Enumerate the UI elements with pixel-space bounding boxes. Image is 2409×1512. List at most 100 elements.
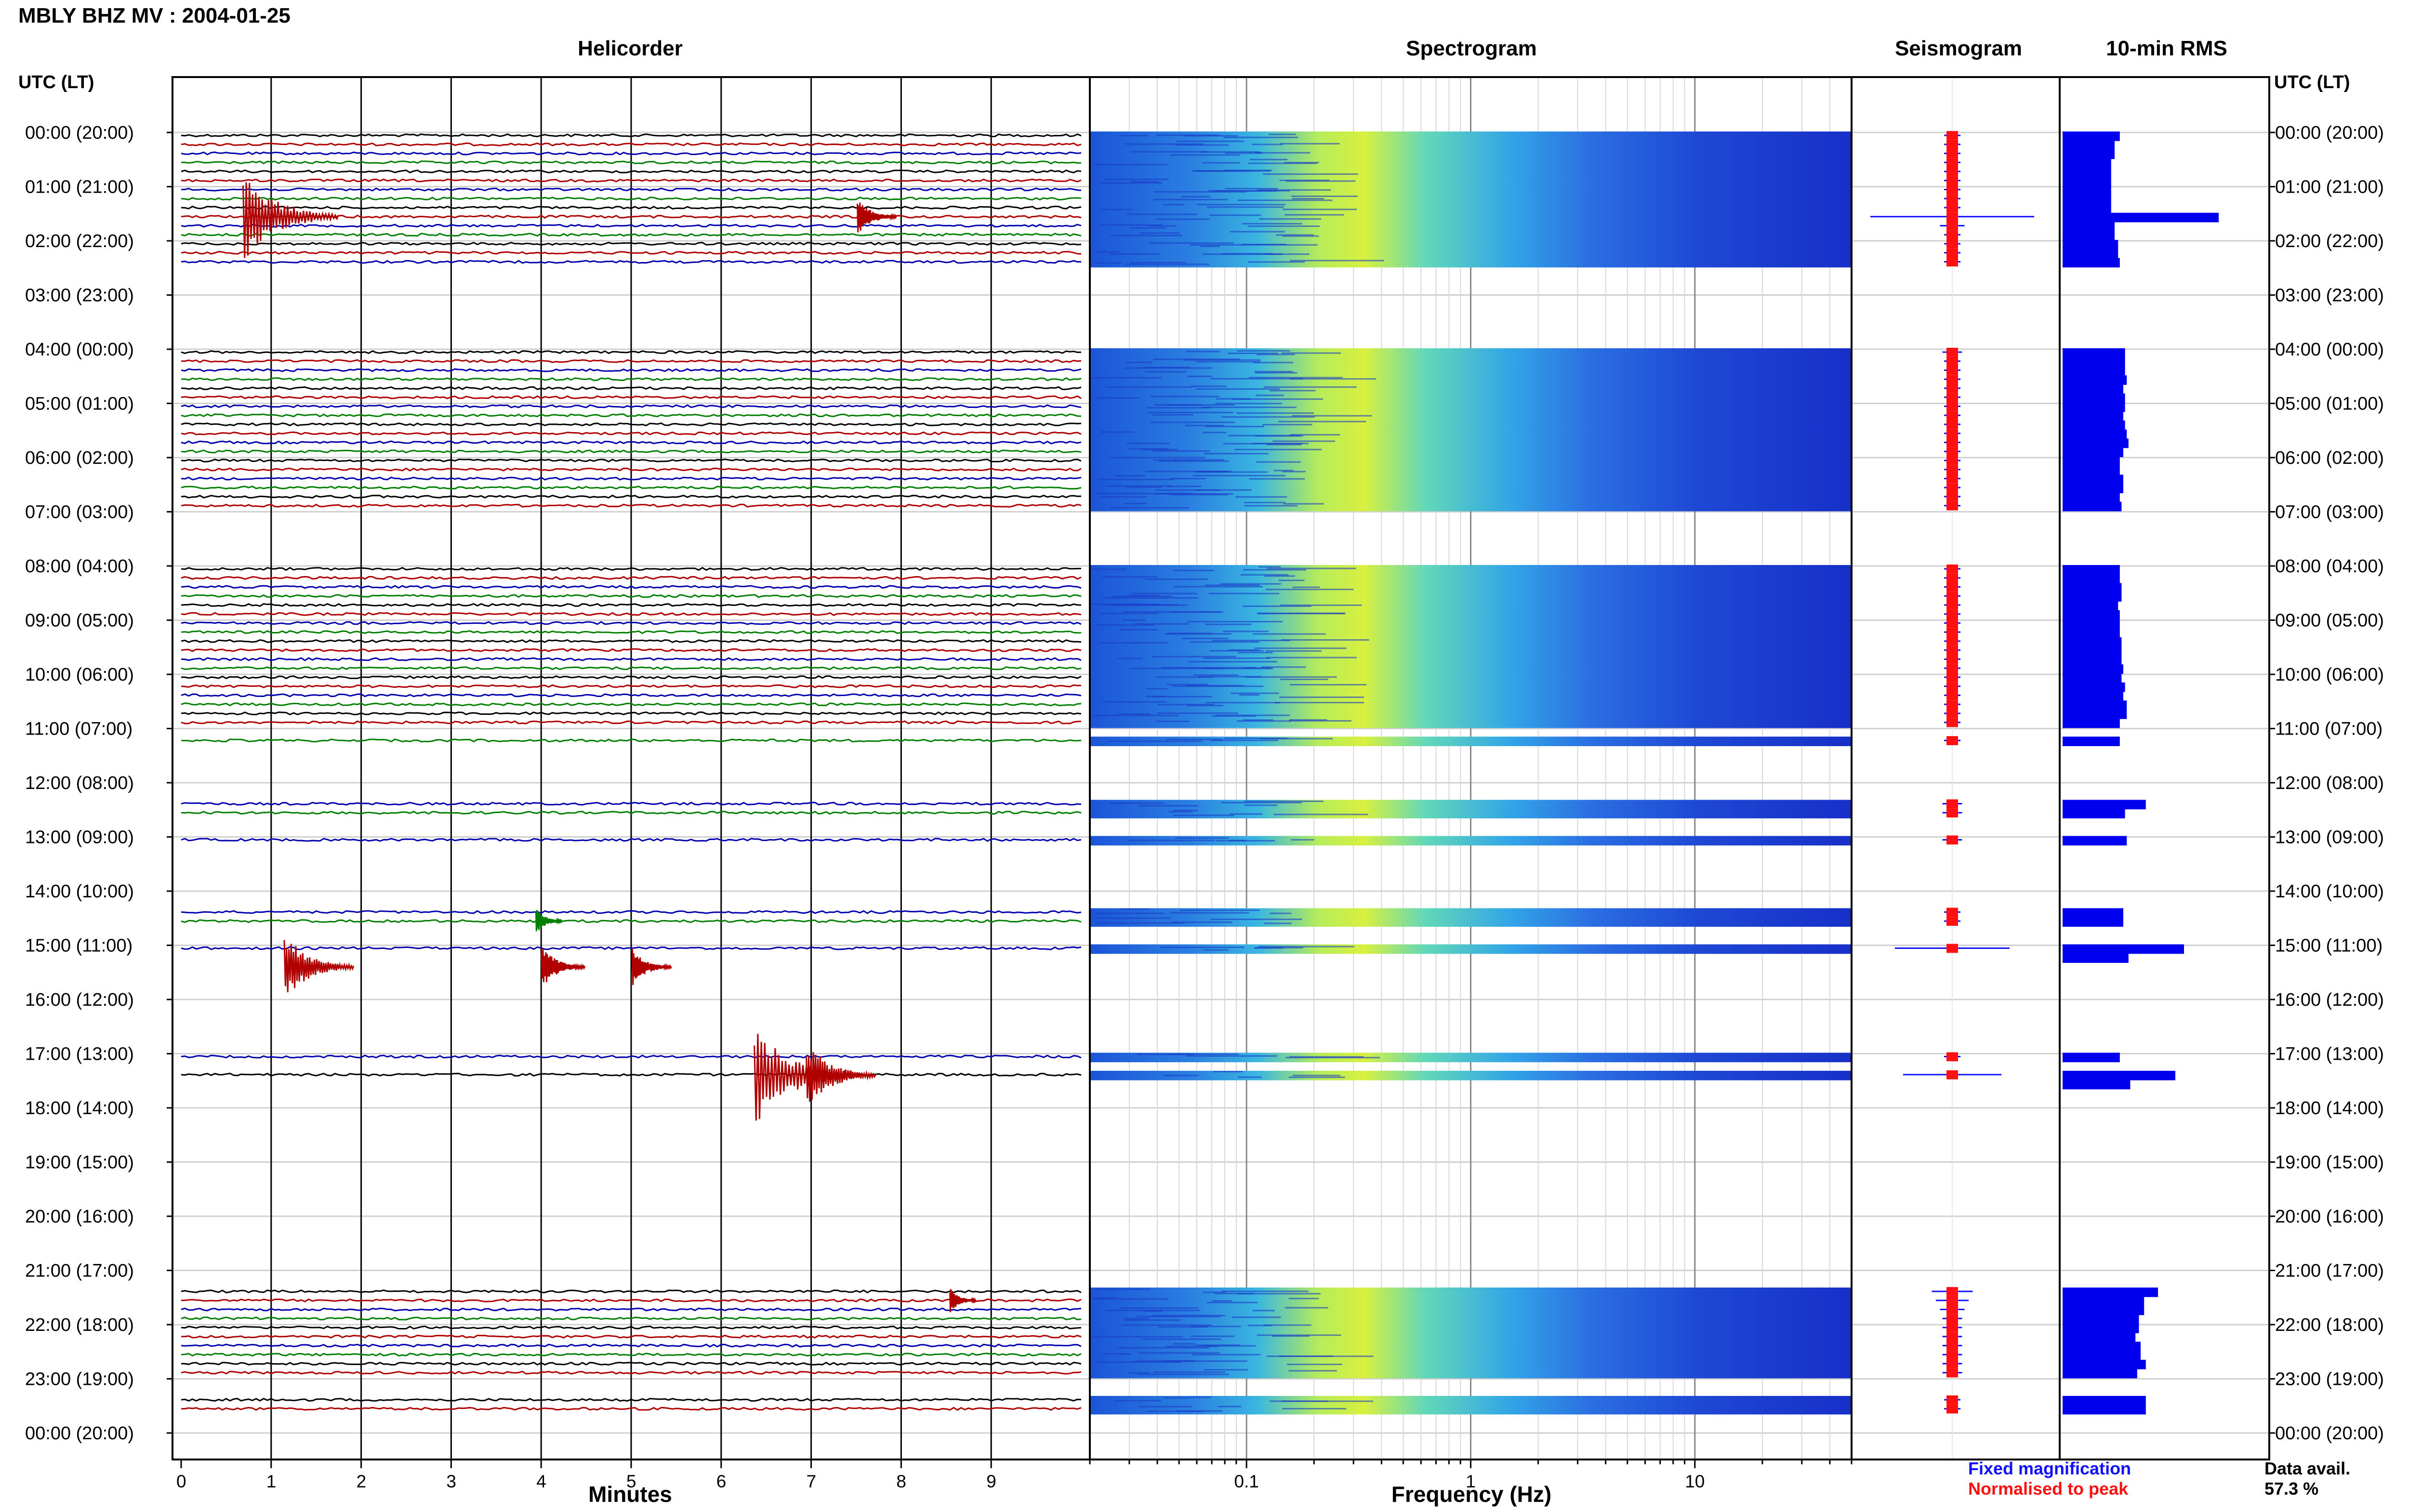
time-label-right: 17:00 (13:00) xyxy=(2275,1044,2384,1065)
spectrogram-streak xyxy=(1281,1400,1374,1402)
spectrogram-band xyxy=(1091,258,1851,268)
spectrogram-streak xyxy=(1272,1335,1310,1337)
time-label-right: 06:00 (02:00) xyxy=(2275,448,2384,468)
spectrogram-streak xyxy=(1173,815,1234,816)
helicorder-trace xyxy=(181,720,1082,724)
spectrogram-streak xyxy=(1208,592,1279,594)
spectrogram-streak xyxy=(1258,946,1355,947)
helicorder-trace xyxy=(181,594,1082,598)
spectrogram-streak xyxy=(1095,397,1139,399)
spectrogram-streak xyxy=(1255,947,1303,949)
spectrogram-streak xyxy=(1201,151,1261,153)
spectrogram-streak xyxy=(1127,840,1215,841)
spectrogram-streak xyxy=(1203,949,1229,951)
spectrogram-band xyxy=(1091,1071,1851,1080)
spectrogram-streak xyxy=(1195,388,1280,390)
seismogram-normalised xyxy=(1946,700,1958,709)
seismogram-normalised xyxy=(1946,1404,1958,1414)
spectrogram-streak xyxy=(1194,471,1268,473)
spectrogram-streak xyxy=(1190,1335,1235,1337)
rms-bar xyxy=(2063,583,2122,593)
spectrogram-band xyxy=(1091,836,1851,846)
rms-bar xyxy=(2063,411,2123,421)
spectrogram-streak xyxy=(1278,421,1366,422)
rms-bar xyxy=(2063,718,2120,728)
spectrogram-streak xyxy=(1112,604,1188,606)
spectrogram-streak xyxy=(1263,173,1358,175)
spectrogram-band xyxy=(1091,1368,1851,1379)
seismogram-normalised xyxy=(1946,149,1958,158)
rms-bar xyxy=(2063,1396,2146,1406)
spectrogram-streak xyxy=(1118,657,1143,659)
rms-bar xyxy=(2063,176,2111,186)
spectrogram-streak xyxy=(1238,652,1273,654)
spectrogram-layer xyxy=(1091,131,1851,1415)
rms-title: 10-min RMS xyxy=(2106,37,2227,60)
spectrogram-band xyxy=(1091,1052,1851,1063)
spectrogram-streak xyxy=(1231,1316,1281,1318)
spectrogram-band xyxy=(1091,240,1851,250)
rms-bar xyxy=(2063,421,2125,430)
spectrogram-streak xyxy=(1120,629,1158,631)
rms-bar xyxy=(2063,1052,2120,1063)
spectrogram-streak xyxy=(1193,674,1239,676)
spectrogram-streak xyxy=(1221,802,1302,803)
spectrogram-streak xyxy=(1147,225,1177,227)
time-label-right: 19:00 (15:00) xyxy=(2275,1153,2384,1173)
spectrogram-streak xyxy=(1185,424,1224,426)
spectrogram-band xyxy=(1091,457,1851,466)
spectrogram-streak xyxy=(1265,650,1322,652)
time-label-right: 02:00 (22:00) xyxy=(2275,231,2384,251)
spectrogram-streak xyxy=(1129,227,1166,229)
spectrogram-streak xyxy=(1139,1352,1220,1354)
spectrogram-streak xyxy=(1283,503,1324,505)
spectrogram-streak xyxy=(1104,178,1169,180)
helicorder-trace xyxy=(181,205,1082,210)
helicorder-trace xyxy=(181,467,1082,472)
spectrogram-streak xyxy=(1138,805,1199,807)
spectrogram-band xyxy=(1091,474,1851,485)
seismogram-normalised xyxy=(1946,609,1958,619)
helicorder-trace xyxy=(181,702,1082,707)
spectrogram-streak xyxy=(1248,225,1320,227)
seismogram-normalised xyxy=(1946,1332,1958,1341)
helicorder-trace xyxy=(181,612,1082,616)
spectrogram-streak xyxy=(1267,567,1356,569)
spectrogram-streak xyxy=(1214,1292,1254,1294)
helicorder-trace xyxy=(181,224,1082,228)
spectrogram-streak xyxy=(1126,213,1198,215)
spectrogram-band xyxy=(1091,619,1851,629)
rms-bar xyxy=(2063,393,2125,403)
time-label-left: 06:00 (02:00) xyxy=(25,448,134,468)
spectrogram-streak xyxy=(1204,453,1269,455)
spectrogram-streak xyxy=(1162,1360,1247,1362)
spectrogram-streak xyxy=(1249,377,1343,379)
spectrogram-streak xyxy=(1243,605,1311,607)
helicorder-trace xyxy=(181,169,1082,173)
spectrogram-streak xyxy=(1129,668,1224,670)
spectrogram-streak xyxy=(1247,261,1305,263)
spectrogram-streak xyxy=(1284,162,1319,164)
legend-fixed-magnification: Fixed magnification xyxy=(1968,1459,2131,1478)
helicorder-trace xyxy=(181,440,1082,445)
spectrogram-streak xyxy=(1259,218,1322,220)
time-label-right: 07:00 (03:00) xyxy=(2275,502,2384,523)
spectrogram-streak xyxy=(1252,144,1283,145)
helicorder-trace xyxy=(181,838,1082,842)
spectrogram-streak xyxy=(1187,351,1220,353)
seismogram-normalised xyxy=(1946,492,1958,501)
spectrogram-streak xyxy=(1187,375,1212,377)
helicorder-trace xyxy=(181,621,1082,625)
seismogram-normalised xyxy=(1946,1395,1958,1405)
time-label-right: 10:00 (06:00) xyxy=(2275,665,2384,685)
minute-tick-label: 4 xyxy=(536,1472,546,1491)
spectrogram-streak xyxy=(1123,1317,1149,1319)
helicorder-trace xyxy=(181,693,1082,697)
minute-tick-label: 9 xyxy=(986,1472,996,1491)
spectrogram-streak xyxy=(1169,154,1240,156)
spectrogram-streak xyxy=(1221,253,1273,255)
spectrogram-streak xyxy=(1257,1334,1341,1336)
spectrogram-streak xyxy=(1118,713,1151,715)
spectrogram-streak xyxy=(1171,921,1232,923)
seismogram-normalised xyxy=(1946,447,1958,456)
